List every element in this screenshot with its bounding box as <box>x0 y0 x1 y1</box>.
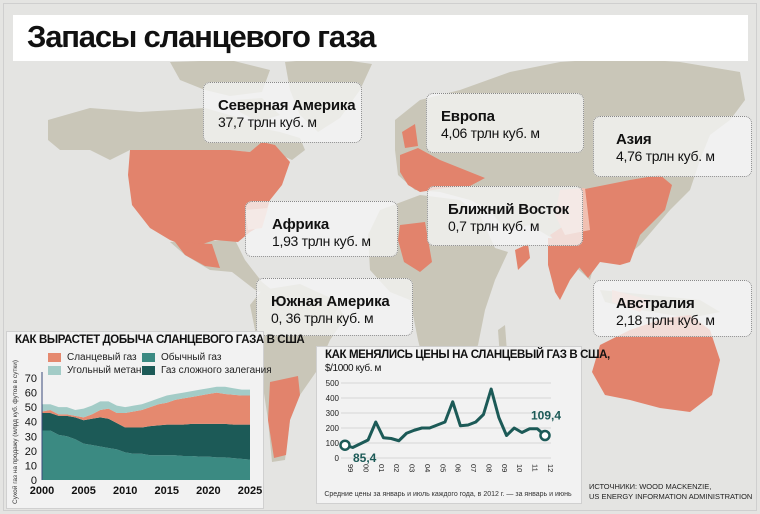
region-name: Северная Америка <box>218 97 356 114</box>
title-bar: Запасы сланцевого газа <box>13 15 748 61</box>
legend-conventional: Обычный газ <box>142 352 221 363</box>
sources: ИСТОЧНИКИ: WOOD MACKENZIE, US ENERGY INF… <box>589 482 759 502</box>
legend-tight: Газ сложного залегания <box>142 365 272 376</box>
x-tick-label: 11 <box>531 464 540 472</box>
area-series-0 <box>42 430 250 480</box>
legend-label: Угольный метан <box>67 365 142 376</box>
callout-europe: Европа 4,06 трлн куб. м <box>426 93 584 153</box>
x-tick-label: 2005 <box>71 485 95 497</box>
legend-label: Обычный газ <box>161 352 222 363</box>
region-value: 0, 36 трлн куб. м <box>271 310 374 326</box>
legend-swatch <box>48 353 61 362</box>
y-tick-label: 20 <box>25 446 37 458</box>
mexico-shale <box>175 242 220 268</box>
legend-label: Газ сложного залегания <box>161 365 272 376</box>
source-line: US ENERGY INFORMATION ADMINISTRATION <box>589 492 753 501</box>
callout-asia: Азия 4,76 трлн куб. м <box>593 116 752 177</box>
region-value: 1,93 трлн куб. м <box>272 233 371 249</box>
region-value: 2,18 трлн куб. м <box>616 312 715 328</box>
production-chart-title: КАК ВЫРАСТЕТ ДОБЫЧА СЛАНЦЕВОГО ГАЗА В СШ… <box>15 334 305 346</box>
region-value: 4,76 трлн куб. м <box>616 148 715 164</box>
y-tick-label: 500 <box>326 379 340 388</box>
region-value: 37,7 трлн куб. м <box>218 114 317 130</box>
price-chart-panel <box>316 346 582 504</box>
india-shale <box>548 238 585 300</box>
y-tick-label: 50 <box>25 402 37 414</box>
region-name: Азия <box>616 131 652 148</box>
europe-shale <box>400 124 485 192</box>
x-tick-label: 2010 <box>113 485 137 497</box>
legend-label: Сланцевый газ <box>67 352 137 363</box>
price-chart-subtitle: $/1000 куб. м <box>325 363 381 374</box>
region-name: Африка <box>272 216 329 233</box>
end-marker <box>539 429 551 442</box>
area-chart: Сухой газ на продажу (млрд куб. футов в … <box>11 360 262 504</box>
region-name: Ближний Восток <box>448 201 569 218</box>
y-tick-label: 0 <box>31 475 37 487</box>
x-tick-label: 2020 <box>196 485 220 497</box>
x-tick-label: 08 <box>484 464 493 472</box>
x-tick-label: 2025 <box>238 485 262 497</box>
x-tick-label: 2000 <box>30 485 54 497</box>
y-tick-label: 100 <box>326 439 340 448</box>
callout-australia: Австралия 2,18 трлн куб. м <box>593 280 752 337</box>
frame <box>3 3 757 511</box>
y-tick-label: 70 <box>25 373 37 385</box>
australia <box>592 315 720 412</box>
x-tick-label: 2015 <box>155 485 179 497</box>
region-name: Южная Америка <box>271 293 390 310</box>
start-value-label: 85,4 <box>353 451 377 465</box>
area-series-1 <box>42 412 250 460</box>
legend-swatch <box>142 366 155 375</box>
legend-coalbed: Угольный метан <box>48 365 141 376</box>
argentina-shale <box>268 376 300 458</box>
x-tick-label: 04 <box>423 464 432 472</box>
callout-middle-east: Ближний Восток 0,7 трлн куб. м <box>427 186 583 246</box>
end-value-label: 109,4 <box>531 409 561 423</box>
callout-north-america: Северная Америка 37,7 трлн куб. м <box>203 82 362 143</box>
y-tick-label: 400 <box>326 394 340 403</box>
y-tick-label: 300 <box>326 409 340 418</box>
y-tick-label: 10 <box>25 460 37 472</box>
y-axis-label: Сухой газ на продажу (млрд куб. футов в … <box>11 360 19 504</box>
north-africa-shale <box>398 222 432 272</box>
page-title: Запасы сланцевого газа <box>27 19 376 54</box>
x-tick-label: 07 <box>469 464 478 472</box>
price-chart-title: КАК МЕНЯЛИСЬ ЦЕНЫ НА СЛАНЦЕВЫЙ ГАЗ В США… <box>325 349 610 361</box>
area-series-3 <box>42 386 250 418</box>
region-name: Европа <box>441 108 495 125</box>
start-marker <box>339 439 351 451</box>
x-tick-label: 12 <box>546 464 555 472</box>
x-tick-label: 05 <box>438 464 447 472</box>
region-name: Австралия <box>616 295 695 312</box>
y-tick-label: 0 <box>335 454 340 463</box>
source-line: ИСТОЧНИКИ: WOOD MACKENZIE, <box>589 482 712 491</box>
y-tick-label: 30 <box>25 431 37 443</box>
arabia-shale <box>515 244 530 270</box>
legend-swatch <box>142 353 155 362</box>
x-tick-label: 09 <box>500 464 509 472</box>
x-tick-label: 00 <box>361 464 370 472</box>
x-tick-label: 03 <box>408 464 417 472</box>
callout-south-america: Южная Америка 0, 36 трлн куб. м <box>256 278 413 336</box>
area-series-2 <box>42 392 250 428</box>
y-tick-label: 60 <box>25 388 37 400</box>
region-value: 0,7 трлн куб. м <box>448 218 540 234</box>
line-chart: Средние цены за январь и июль каждого го… <box>324 379 572 498</box>
region-value: 4,06 трлн куб. м <box>441 125 540 141</box>
y-tick-label: 40 <box>25 417 37 429</box>
footnote: Средние цены за январь и июль каждого го… <box>324 491 572 498</box>
x-tick-label: 99 <box>346 464 355 472</box>
legend-shale: Сланцевый газ <box>48 352 137 363</box>
x-tick-label: 06 <box>454 464 463 472</box>
x-tick-label: 10 <box>515 464 524 472</box>
x-tick-label: 02 <box>392 464 401 472</box>
x-tick-label: 01 <box>377 464 386 472</box>
callout-africa: Африка 1,93 трлн куб. м <box>245 201 398 257</box>
y-tick-label: 200 <box>326 424 340 433</box>
legend-swatch <box>48 366 61 375</box>
